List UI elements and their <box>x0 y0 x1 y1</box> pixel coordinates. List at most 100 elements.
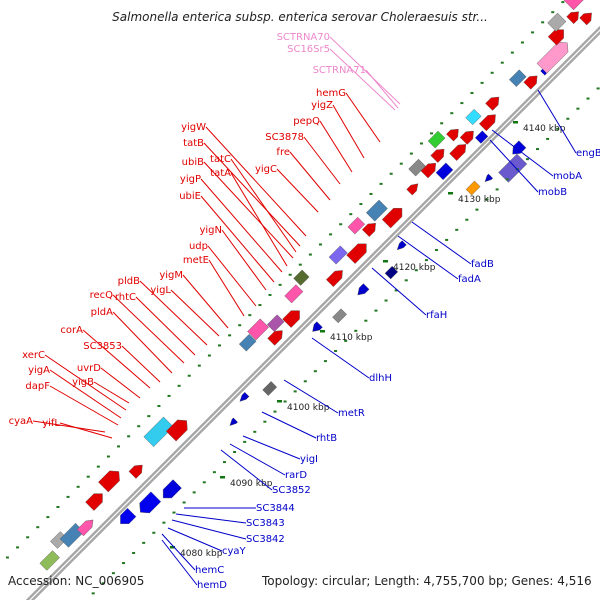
gene-feature <box>512 140 527 155</box>
gene-feature <box>566 11 579 25</box>
gene-feature <box>229 417 238 426</box>
gene-feature <box>396 240 407 251</box>
feature-dot <box>243 440 247 443</box>
gene-label-SCTRNA71: SCTRNA71 <box>313 65 366 76</box>
label-connector <box>207 245 257 307</box>
gene-label-yigW: yigW <box>181 122 206 133</box>
gene-feature <box>465 108 482 126</box>
feature-dot <box>435 249 439 252</box>
feature-dot <box>445 238 449 241</box>
backbone-highlight <box>29 29 600 600</box>
label-connector <box>489 139 539 193</box>
gene-feature <box>459 130 474 145</box>
label-connector <box>100 367 141 399</box>
gene-box <box>547 12 567 32</box>
gene-label-pldA: pldA <box>91 307 113 318</box>
feature-dot <box>374 309 378 312</box>
tick-label: 4130 kbp <box>458 195 501 205</box>
gene-feature <box>357 283 370 296</box>
tick-mark <box>220 476 225 479</box>
gene-label-yigA: yigA <box>28 365 50 376</box>
tick-mark <box>513 121 518 124</box>
label-connector <box>345 92 381 143</box>
label-connector <box>221 229 267 291</box>
gene-arrow <box>267 330 283 346</box>
label-connector <box>242 435 301 460</box>
gene-feature <box>262 381 278 396</box>
gene-feature <box>465 180 481 196</box>
label-connector <box>229 443 286 476</box>
feature-dot <box>389 172 393 175</box>
feature-dot <box>556 127 560 130</box>
gene-feature <box>406 183 419 196</box>
gene-arrow <box>484 173 494 183</box>
feature-dot <box>248 314 252 317</box>
gene-feature <box>474 130 489 144</box>
gene-label-rarD: rarD <box>285 470 307 481</box>
label-connector <box>200 178 283 273</box>
gene-arrow <box>396 240 407 251</box>
gene-label-fadA: fadA <box>458 274 481 285</box>
label-connector <box>411 221 472 265</box>
gene-feature <box>162 479 182 499</box>
gene-label-SC3843: SC3843 <box>246 518 285 529</box>
gene-feature <box>39 550 60 571</box>
feature-dot <box>480 81 484 84</box>
gene-feature <box>139 491 162 514</box>
gene-arrow <box>547 29 564 46</box>
gene-label-cyaY: cyaY <box>222 546 247 557</box>
gene-label-mobA: mobA <box>553 171 582 182</box>
gene-feature <box>76 519 94 537</box>
gene-arrow <box>357 283 370 296</box>
label-connector <box>59 422 113 439</box>
gene-arrow <box>282 310 300 328</box>
feature-dot <box>470 91 474 94</box>
gene-box <box>347 216 366 235</box>
gene-feature <box>293 269 310 286</box>
label-connector <box>121 345 161 383</box>
gene-arrow <box>120 507 137 524</box>
feature-dot <box>228 334 232 337</box>
gene-label-hemG: hemG <box>316 88 346 99</box>
label-connector <box>200 195 275 283</box>
label-connector <box>303 136 341 185</box>
gene-arrow <box>98 470 120 493</box>
label-connector <box>230 172 288 267</box>
gene-label-fre: fre <box>276 147 290 158</box>
gene-box <box>143 416 174 447</box>
gene-feature <box>239 391 250 402</box>
label-connector <box>230 158 297 253</box>
feature-dot <box>308 253 312 256</box>
gene-arrow <box>430 148 445 163</box>
gene-label-yigZ: yigZ <box>311 100 333 111</box>
label-connector <box>205 126 307 237</box>
feature-dot <box>384 299 388 302</box>
feature-dot <box>192 491 196 494</box>
gene-arrow <box>579 12 592 26</box>
gene-arrow <box>312 321 323 332</box>
feature-dot <box>394 289 398 292</box>
feature-dot <box>551 11 555 14</box>
gene-arrow <box>381 208 403 229</box>
gene-label-rhtC: rhtC <box>115 292 136 303</box>
tick-label: 4140 kbp <box>523 124 566 134</box>
feature-dot <box>263 420 267 423</box>
gene-feature <box>165 419 188 442</box>
feature-dot <box>5 556 9 559</box>
feature-dot <box>36 526 40 529</box>
gene-feature <box>536 41 569 74</box>
feature-dot <box>197 364 201 367</box>
label-connector <box>311 337 370 379</box>
gene-feature <box>420 162 436 179</box>
gene-feature <box>427 130 446 149</box>
tick-mark <box>320 330 325 333</box>
feature-dot <box>455 228 459 231</box>
label-connector <box>332 104 365 159</box>
gene-box <box>435 162 454 181</box>
gene-feature <box>523 75 538 90</box>
gene-label-rfaH: rfaH <box>426 310 447 321</box>
feature-dot <box>510 51 514 54</box>
feature-dot <box>268 293 272 296</box>
feature-dot <box>576 107 580 110</box>
